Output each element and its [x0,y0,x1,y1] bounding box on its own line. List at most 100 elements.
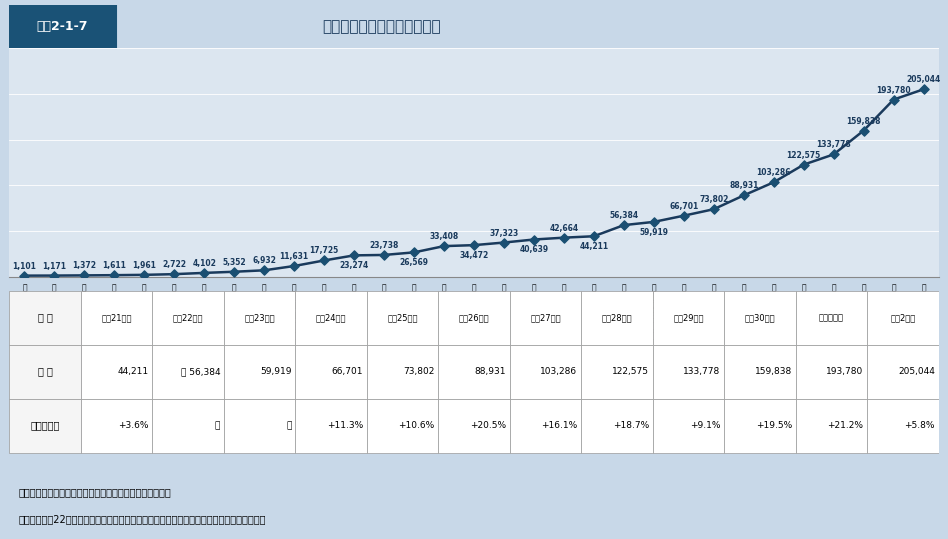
Bar [510,344,581,398]
Text: 平成25年度: 平成25年度 [388,313,418,322]
Bar [795,398,867,453]
Bar [652,398,724,453]
Text: 159,838: 159,838 [755,367,792,376]
Text: +5.8%: +5.8% [904,421,935,430]
Point [826,150,841,158]
Text: 34,472: 34,472 [460,251,488,260]
Text: 44,211: 44,211 [579,242,609,251]
Text: 平成21年度: 平成21年度 [101,313,132,322]
Point [916,85,931,94]
Text: 平成28年度: 平成28年度 [602,313,632,322]
Text: 6,932: 6,932 [252,256,276,265]
Point [856,126,871,135]
Bar [438,398,510,453]
Bar [795,344,867,398]
Text: 37,323: 37,323 [489,229,519,238]
Text: +10.6%: +10.6% [398,421,434,430]
Text: 23,274: 23,274 [339,261,369,271]
Point [526,235,541,244]
Text: +21.2%: +21.2% [828,421,864,430]
Text: 11,631: 11,631 [280,252,309,261]
Bar [510,398,581,453]
Bar [724,398,795,453]
Text: +19.5%: +19.5% [756,421,792,430]
Point [766,178,781,186]
Text: 17,725: 17,725 [310,246,338,255]
Text: 133,778: 133,778 [816,140,851,149]
Point [586,232,601,240]
Text: 平成27年度: 平成27年度 [530,313,561,322]
Text: 平成30年度: 平成30年度 [744,313,775,322]
Bar [867,291,939,344]
Bar [581,291,652,344]
Point [407,248,422,257]
Bar [224,344,296,398]
Bar [724,291,795,344]
Text: 令和2年度: 令和2年度 [890,313,916,322]
Text: 159,838: 159,838 [847,116,881,126]
Text: 4,102: 4,102 [192,259,216,268]
Text: 193,780: 193,780 [876,86,911,94]
Bar [224,398,296,453]
Bar [296,291,367,344]
Point [77,271,92,280]
Text: +20.5%: +20.5% [470,421,506,430]
Text: 注 56,384: 注 56,384 [180,367,220,376]
Text: 44,211: 44,211 [118,367,149,376]
Text: 66,701: 66,701 [332,367,363,376]
Text: 103,286: 103,286 [757,168,791,177]
Text: 5,352: 5,352 [223,258,246,267]
Text: 133,778: 133,778 [684,367,720,376]
Bar [153,344,224,398]
Point [737,191,752,199]
Text: 26,569: 26,569 [399,258,428,267]
Bar [81,398,153,453]
Text: 平成24年度: 平成24年度 [316,313,346,322]
Text: 205,044: 205,044 [906,75,940,84]
Text: 73,802: 73,802 [403,367,434,376]
Text: 122,575: 122,575 [612,367,649,376]
Text: （注）　平成22年度の件数は、東日本大震災の影響により、福島県を除いて集計した数値。: （注） 平成22年度の件数は、東日本大震災の影響により、福島県を除いて集計した数… [19,514,266,524]
Point [347,251,362,260]
Text: 1,961: 1,961 [133,261,156,270]
Bar [652,344,724,398]
Text: 年 度: 年 度 [38,313,53,323]
Point [376,251,392,259]
Text: 1,171: 1,171 [43,261,66,271]
Point [616,221,631,230]
Text: 対前年度比: 対前年度比 [30,420,60,431]
Bar [296,344,367,398]
Text: 図表2-1-7: 図表2-1-7 [37,20,88,33]
Text: 1,611: 1,611 [102,261,126,270]
Bar [367,398,438,453]
Point [257,266,272,274]
Point [676,211,691,220]
Text: 88,931: 88,931 [475,367,506,376]
Point [167,270,182,279]
Text: 103,286: 103,286 [540,367,577,376]
Text: 33,408: 33,408 [429,232,459,241]
Text: +11.3%: +11.3% [327,421,363,430]
Bar [581,398,652,453]
Bar [367,344,438,398]
Text: 193,780: 193,780 [826,367,864,376]
Text: 42,664: 42,664 [549,224,578,233]
Bar [9,398,81,453]
Text: +18.7%: +18.7% [612,421,649,430]
Text: －: － [286,421,292,430]
Text: －: － [215,421,220,430]
Point [466,241,482,250]
Text: +3.6%: +3.6% [118,421,149,430]
Text: 88,931: 88,931 [729,181,758,190]
Bar [438,291,510,344]
Bar [81,344,153,398]
Text: 平成29年度: 平成29年度 [673,313,703,322]
Text: +16.1%: +16.1% [541,421,577,430]
Text: 122,575: 122,575 [787,150,821,160]
Bar [9,5,117,48]
Text: 40,639: 40,639 [520,245,549,254]
Text: 73,802: 73,802 [699,195,728,204]
Bar [224,291,296,344]
Bar [9,344,81,398]
Point [886,95,902,104]
